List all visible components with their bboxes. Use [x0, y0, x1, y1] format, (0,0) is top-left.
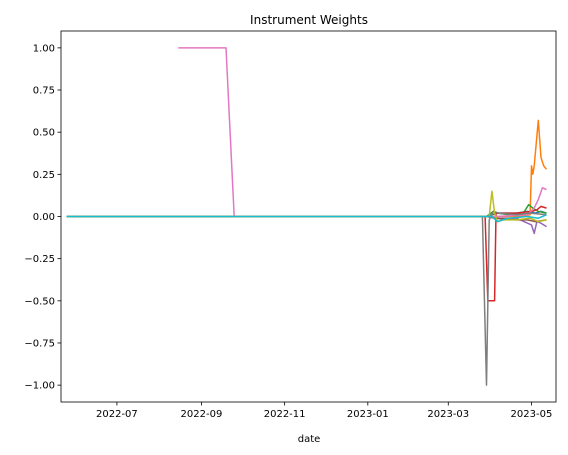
x-tick-label: 2022-09	[181, 409, 223, 420]
y-tick-label: 0.75	[33, 86, 55, 97]
y-tick-label: 1.00	[33, 43, 55, 54]
chart-title: Instrument Weights	[250, 13, 368, 27]
series-line-8	[66, 210, 547, 386]
series-line-5	[66, 215, 547, 235]
x-tick-label: 2023-03	[427, 409, 469, 420]
y-tick-label: 0.50	[33, 128, 55, 139]
x-tick-label: 2022-11	[264, 409, 306, 420]
y-tick-label: −1.00	[24, 381, 55, 392]
y-tick-label: 0.25	[33, 170, 55, 181]
series-line-1	[66, 210, 547, 218]
x-axis-label: date	[298, 434, 321, 445]
x-axis: 2022-07 2022-09 2022-11 2023-01 2023-03 2023-…	[96, 402, 552, 420]
series-line-10	[66, 214, 547, 223]
series-line-2	[66, 119, 548, 218]
plot-lines	[66, 47, 548, 386]
y-tick-label: 0.00	[33, 212, 55, 223]
series-line-7	[178, 47, 547, 218]
series-line-6	[66, 215, 547, 223]
series-line-4	[66, 205, 547, 302]
y-tick-label: −0.75	[24, 338, 55, 349]
y-axis: 1.00 0.75 0.50 0.25 0.00 −0.25 −0.50 −0.75 −1.00	[24, 43, 61, 392]
series-line-3	[66, 203, 547, 218]
y-tick-label: −0.50	[24, 296, 55, 307]
y-tick-label: −0.25	[24, 254, 55, 265]
x-tick-label: 2023-01	[347, 409, 389, 420]
x-tick-label: 2023-05	[511, 409, 553, 420]
x-tick-label: 2022-07	[96, 409, 138, 420]
